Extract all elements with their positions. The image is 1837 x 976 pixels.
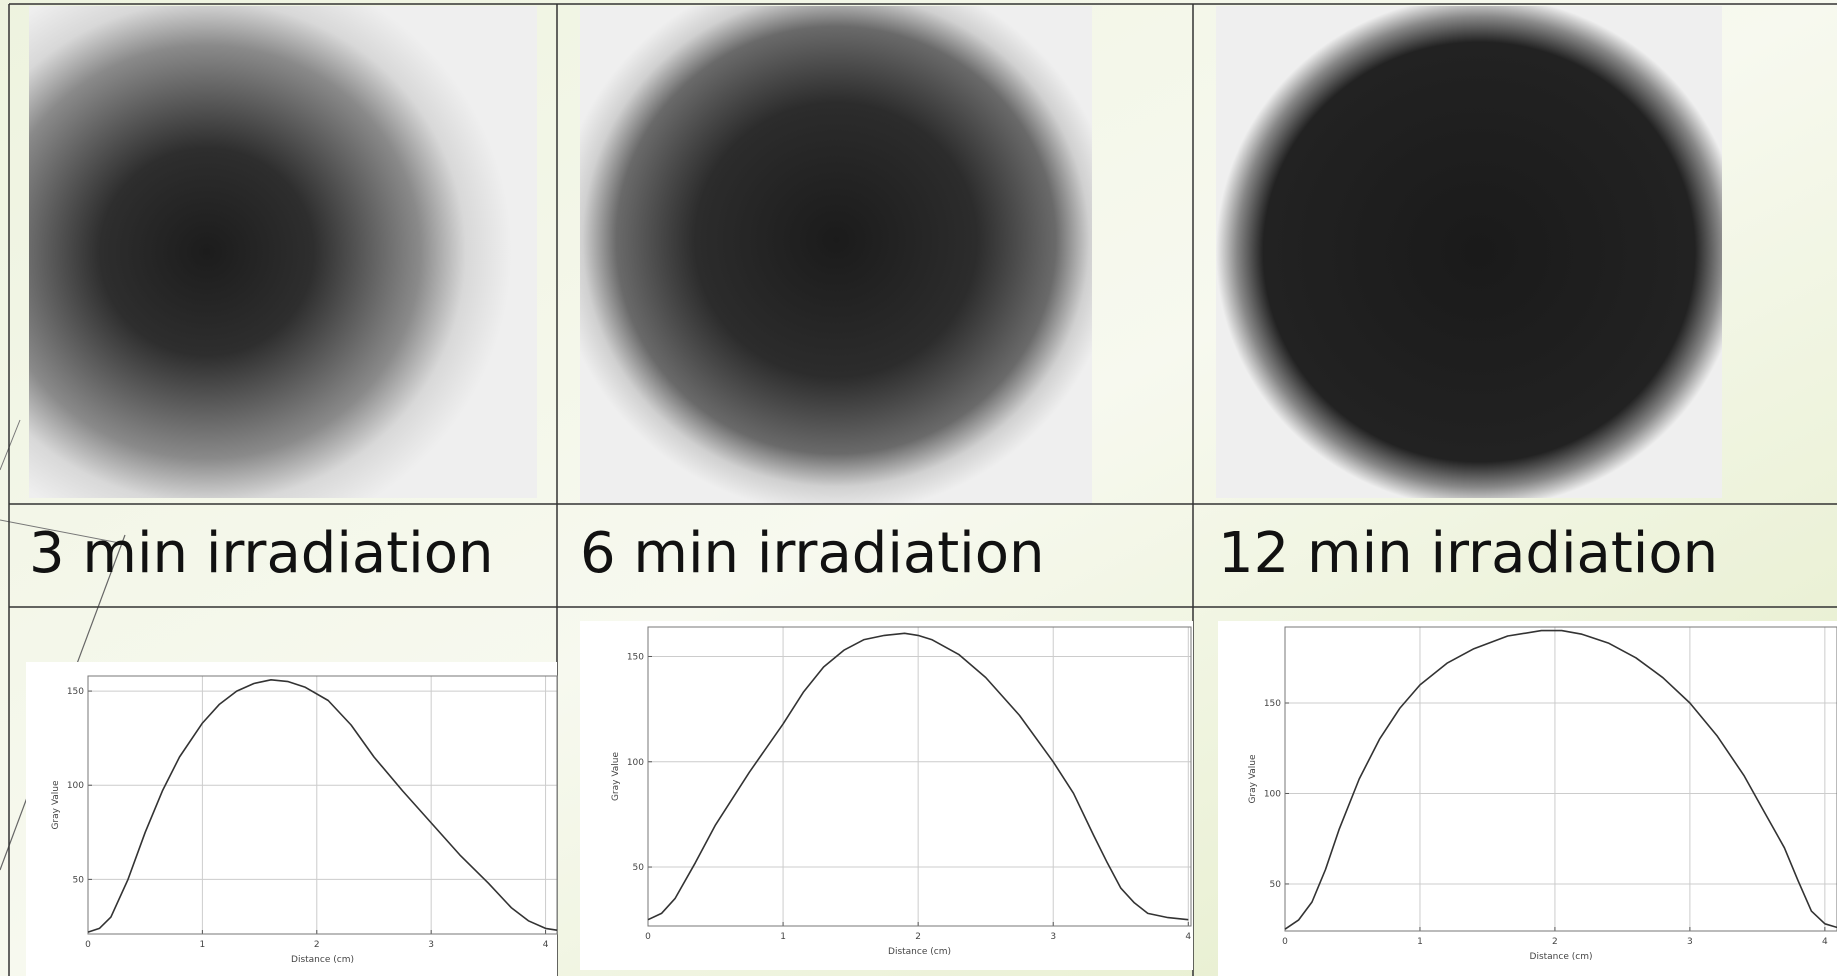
chart-background — [1218, 621, 1837, 976]
data-line — [1284, 629, 1837, 930]
x-tick-label: 1 — [780, 932, 786, 942]
data-line — [87, 679, 558, 933]
plot-frame — [647, 626, 1192, 927]
x-tick-label: 4 — [1185, 932, 1191, 942]
x-tick-label: 1 — [200, 940, 206, 950]
y-tick-label: 50 — [1270, 880, 1282, 890]
chart-background — [26, 662, 557, 976]
x-tick-label: 0 — [1282, 937, 1288, 947]
film-image — [580, 6, 1092, 504]
film-image — [29, 6, 537, 498]
x-tick-label: 3 — [1050, 932, 1056, 942]
film-image — [1216, 6, 1722, 498]
x-tick-label: 2 — [314, 940, 320, 950]
caption: 6 min irradiation — [580, 521, 1044, 586]
y-tick-label: 150 — [627, 652, 644, 662]
caption: 12 min irradiation — [1218, 521, 1718, 586]
y-tick-label: 100 — [67, 781, 84, 791]
y-tick-label: 100 — [1264, 789, 1281, 799]
x-tick-label: 3 — [1687, 937, 1693, 947]
y-axis-label: Gray Value — [1248, 754, 1258, 804]
x-axis-label: Distance (cm) — [291, 955, 354, 965]
plot-frame — [1284, 626, 1837, 932]
decor-line — [0, 419, 21, 471]
y-axis-label: Gray Value — [51, 780, 61, 830]
y-tick-label: 150 — [1264, 699, 1281, 709]
plot-frame — [87, 675, 558, 935]
x-tick-label: 2 — [915, 932, 921, 942]
x-tick-label: 4 — [1822, 937, 1828, 947]
y-tick-label: 50 — [73, 875, 85, 885]
decor-line — [0, 519, 131, 546]
x-tick-label: 4 — [543, 940, 549, 950]
x-axis-label: Distance (cm) — [888, 947, 951, 957]
x-tick-label: 2 — [1552, 937, 1558, 947]
x-axis-label: Distance (cm) — [1530, 952, 1593, 962]
x-tick-label: 0 — [85, 940, 91, 950]
y-tick-label: 100 — [627, 758, 644, 768]
y-tick-label: 50 — [633, 863, 645, 873]
y-tick-label: 150 — [67, 687, 84, 697]
x-tick-label: 0 — [645, 932, 651, 942]
y-axis-label: Gray Value — [611, 751, 621, 801]
x-tick-label: 3 — [428, 940, 434, 950]
caption: 3 min irradiation — [29, 521, 493, 586]
x-tick-label: 1 — [1417, 937, 1423, 947]
chart-background — [580, 621, 1193, 970]
data-line — [647, 632, 1189, 921]
